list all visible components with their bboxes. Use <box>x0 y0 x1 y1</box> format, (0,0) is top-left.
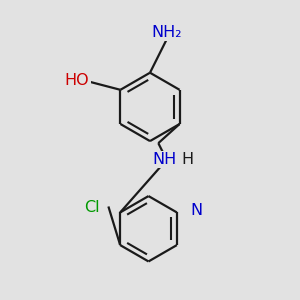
Text: Cl: Cl <box>84 200 100 215</box>
Text: NH₂: NH₂ <box>151 25 181 40</box>
Text: NH: NH <box>152 152 176 167</box>
Text: HO: HO <box>65 73 89 88</box>
Text: H: H <box>181 152 193 167</box>
Text: N: N <box>190 202 202 217</box>
